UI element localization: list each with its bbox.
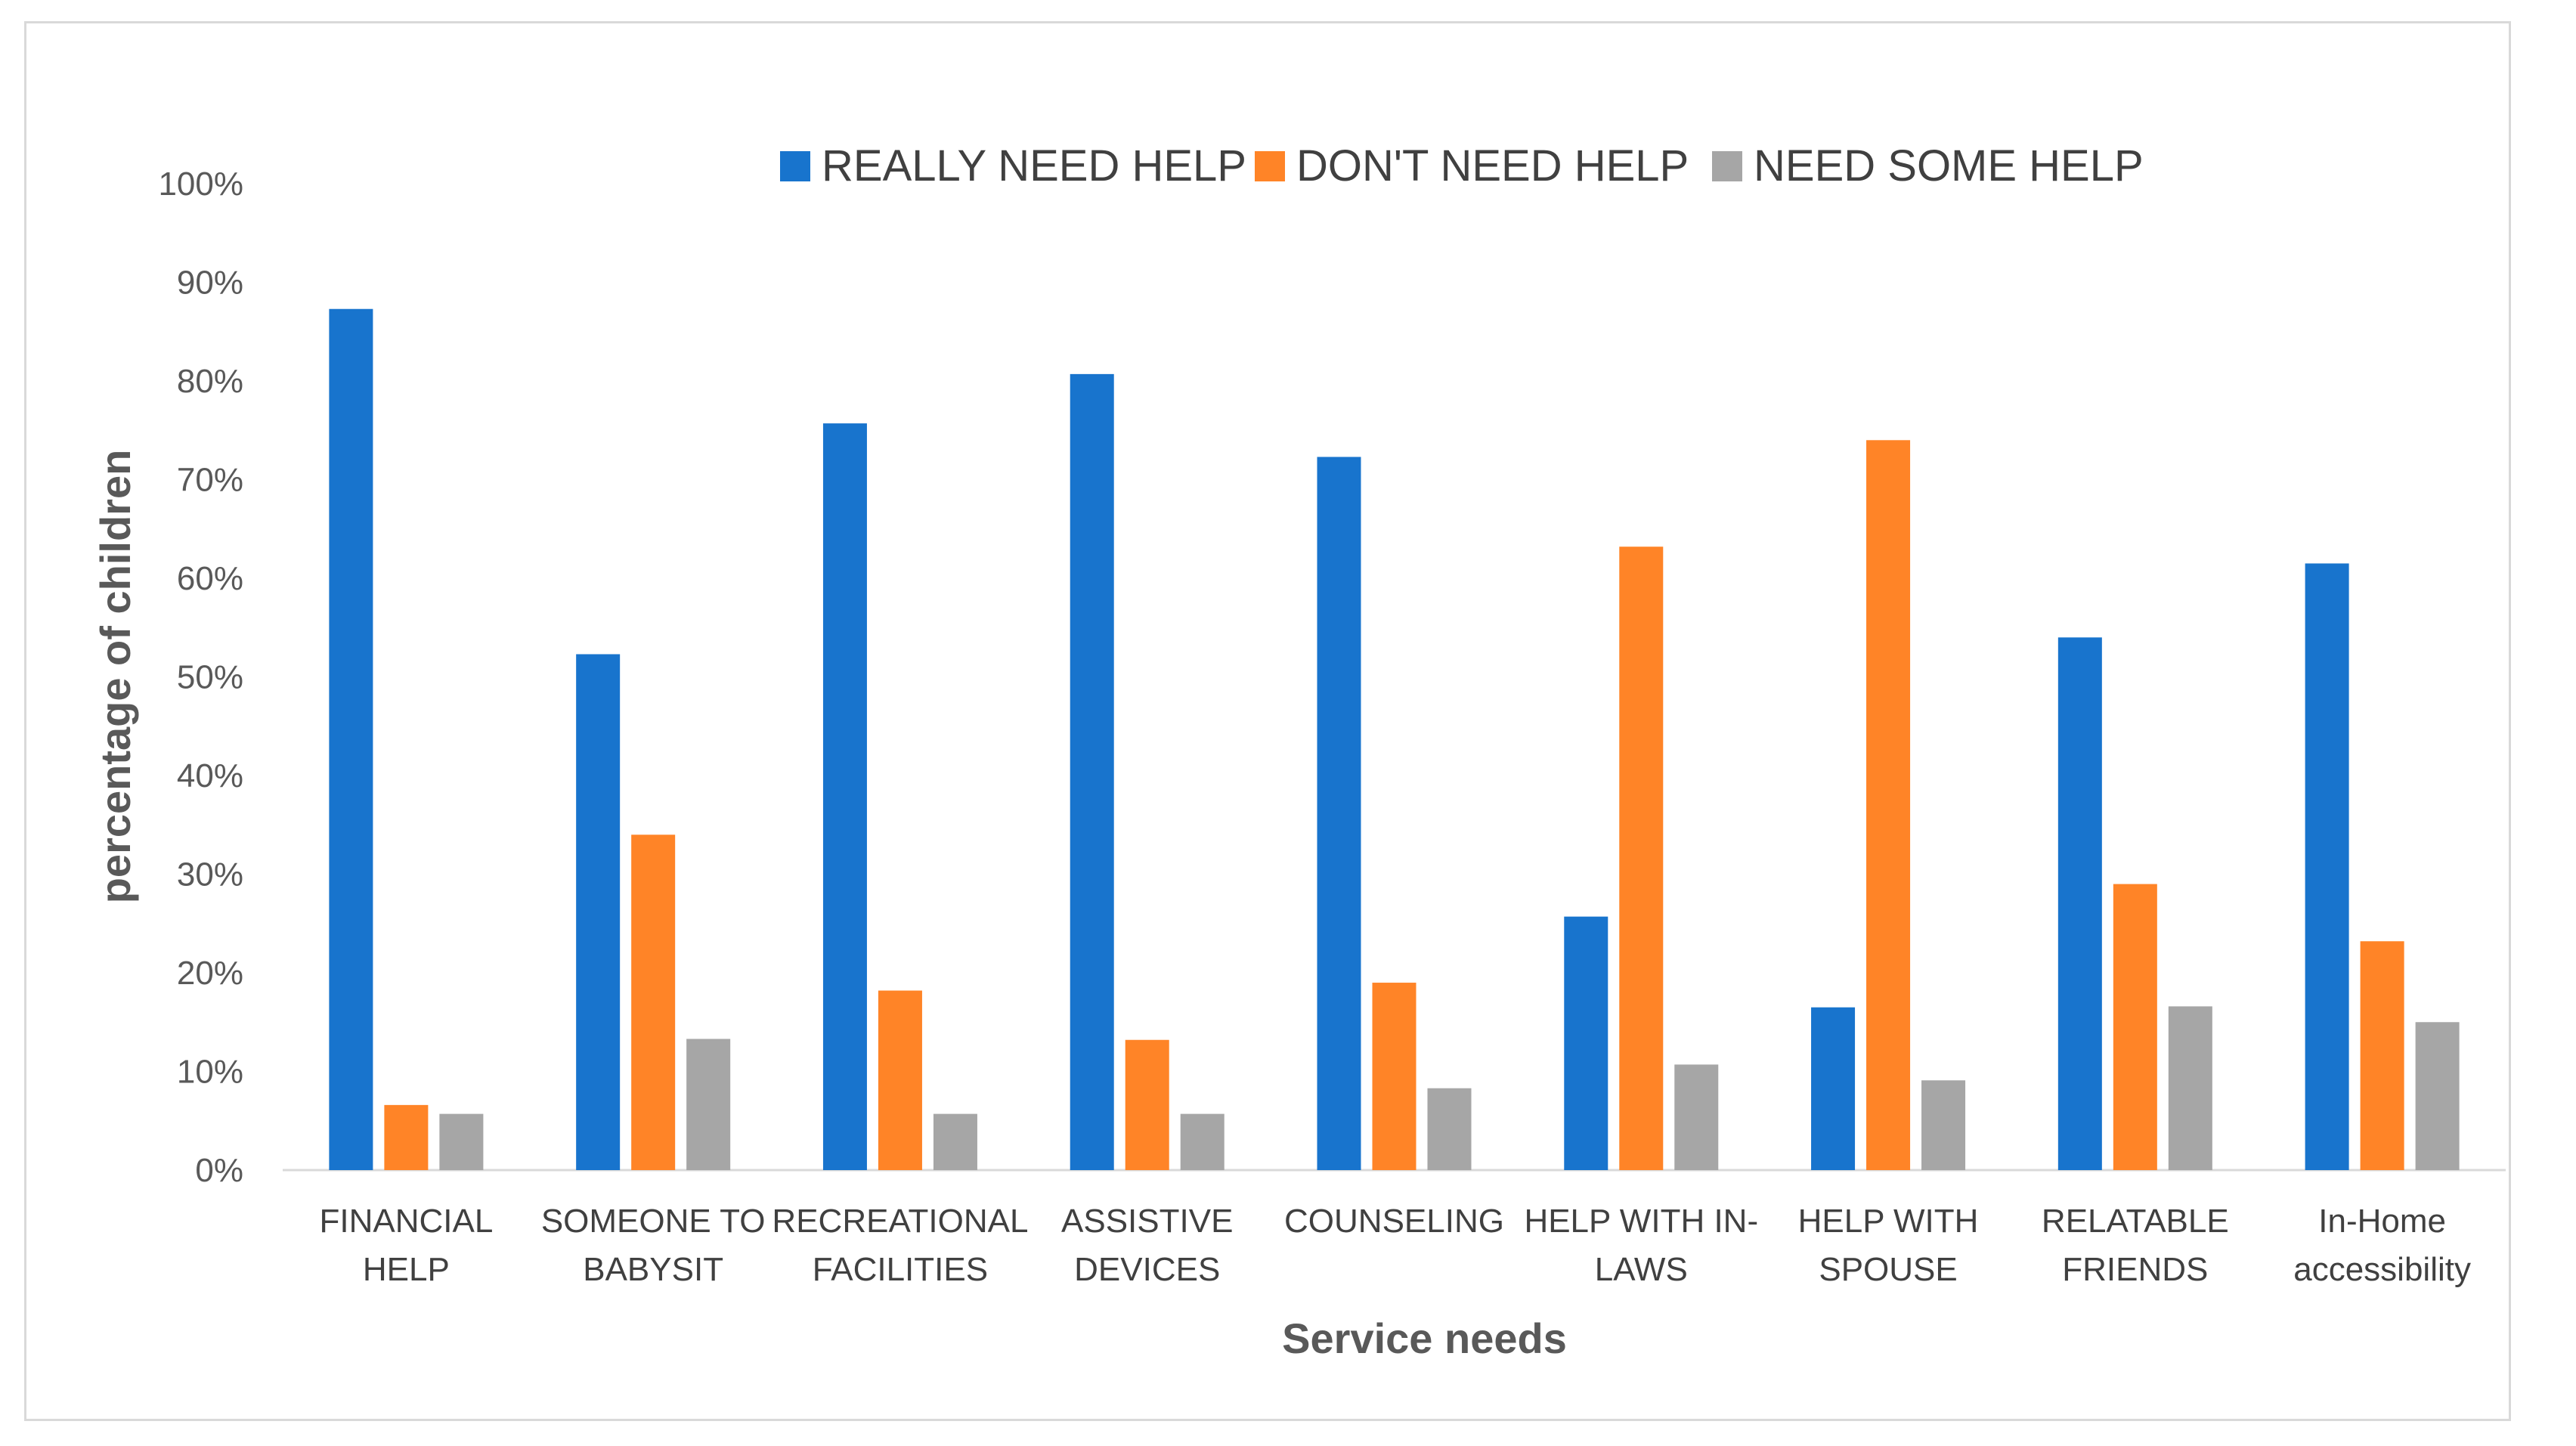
y-tick-label: 90%: [177, 265, 243, 302]
x-category-label: FINANCIAL HELP: [319, 1203, 493, 1288]
bar-really-need-help-0: [329, 308, 373, 1170]
x-category-label-line: SOMEONE TO: [541, 1203, 766, 1240]
bar-need-some-help-2: [933, 1113, 977, 1170]
x-category-label: RELATABLE FRIENDS: [2042, 1203, 2229, 1288]
x-category-label: In-Home accessibility: [2293, 1203, 2471, 1288]
bar-need-some-help-3: [1180, 1113, 1225, 1170]
bar-don-t-need-help-1: [631, 834, 676, 1170]
x-category-label-line: ASSISTIVE: [1061, 1203, 1233, 1240]
bar-don-t-need-help-4: [1372, 983, 1416, 1170]
bar-don-t-need-help-6: [1866, 440, 1911, 1170]
x-category-label: ASSISTIVE DEVICES: [1061, 1203, 1233, 1288]
legend-label: NEED SOME HELP: [1754, 141, 2144, 190]
x-category-label-line: BABYSIT: [583, 1251, 723, 1288]
bar-don-t-need-help-0: [384, 1104, 429, 1170]
x-category-label: HELP WITH SPOUSE: [1798, 1203, 1979, 1288]
y-tick-label: 80%: [177, 363, 243, 400]
y-tick-label: 40%: [177, 757, 243, 794]
x-category-label-line: SPOUSE: [1819, 1251, 1957, 1288]
legend-swatch: [1712, 151, 1742, 181]
x-category-label-line: FRIENDS: [2062, 1251, 2208, 1288]
bar-really-need-help-6: [1811, 1007, 1856, 1170]
y-tick-label: 100%: [158, 166, 243, 203]
x-category-label-line: DEVICES: [1074, 1251, 1220, 1288]
bar-don-t-need-help-3: [1125, 1039, 1169, 1170]
bar-don-t-need-help-8: [2360, 941, 2404, 1170]
x-category-label-line: FINANCIAL: [319, 1203, 493, 1240]
x-category-label-line: In-Home: [2318, 1203, 2446, 1240]
bar-need-some-help-6: [1921, 1080, 1966, 1170]
bar-really-need-help-3: [1070, 373, 1114, 1170]
x-category-label-line: accessibility: [2293, 1251, 2471, 1288]
bar-really-need-help-2: [822, 423, 867, 1170]
y-axis-title: percentage of children: [91, 450, 139, 904]
y-tick-label: 0%: [195, 1152, 243, 1189]
bar-need-some-help-8: [2415, 1022, 2460, 1170]
bar-don-t-need-help-2: [878, 990, 922, 1170]
legend-swatch: [780, 151, 810, 181]
bar-need-some-help-1: [686, 1039, 731, 1170]
bar-really-need-help-4: [1317, 457, 1361, 1170]
x-category-label-line: HELP WITH IN-: [1524, 1203, 1758, 1240]
x-category-label-line: COUNSELING: [1284, 1203, 1504, 1240]
x-category-label-line: LAWS: [1595, 1251, 1688, 1288]
y-tick-label: 70%: [177, 462, 243, 499]
x-category-label-line: FACILITIES: [813, 1251, 988, 1288]
bar-don-t-need-help-5: [1619, 547, 1664, 1170]
bar-really-need-help-7: [2057, 637, 2102, 1170]
legend-label: DON'T NEED HELP: [1296, 141, 1689, 190]
legend-label: REALLY NEED HELP: [822, 141, 1246, 190]
x-category-label-line: HELP: [363, 1251, 450, 1288]
x-category-label: SOMEONE TO BABYSIT: [541, 1203, 766, 1288]
bar-really-need-help-1: [576, 654, 621, 1170]
x-category-label: RECREATIONAL FACILITIES: [772, 1203, 1028, 1288]
x-category-label: HELP WITH IN- LAWS: [1524, 1203, 1758, 1288]
legend-swatch: [1255, 151, 1285, 181]
y-tick-label: 60%: [177, 560, 243, 597]
bar-really-need-help-8: [2305, 563, 2349, 1170]
y-tick-label: 50%: [177, 659, 243, 696]
bar-need-some-help-7: [2168, 1006, 2212, 1170]
x-category-label-line: RECREATIONAL: [772, 1203, 1028, 1240]
bar-need-some-help-0: [439, 1113, 484, 1170]
x-category-label-line: HELP WITH: [1798, 1203, 1979, 1240]
x-category-label-line: RELATABLE: [2042, 1203, 2229, 1240]
y-tick-label: 30%: [177, 856, 243, 893]
bar-need-some-help-5: [1674, 1064, 1719, 1170]
y-tick-label: 20%: [177, 955, 243, 992]
y-tick-label: 10%: [177, 1054, 243, 1091]
bar-need-some-help-4: [1427, 1088, 1472, 1170]
x-category-label: COUNSELING: [1284, 1203, 1504, 1240]
bar-don-t-need-help-7: [2113, 884, 2157, 1170]
bar-really-need-help-5: [1564, 916, 1608, 1170]
x-axis-title: Service needs: [1282, 1314, 1567, 1362]
